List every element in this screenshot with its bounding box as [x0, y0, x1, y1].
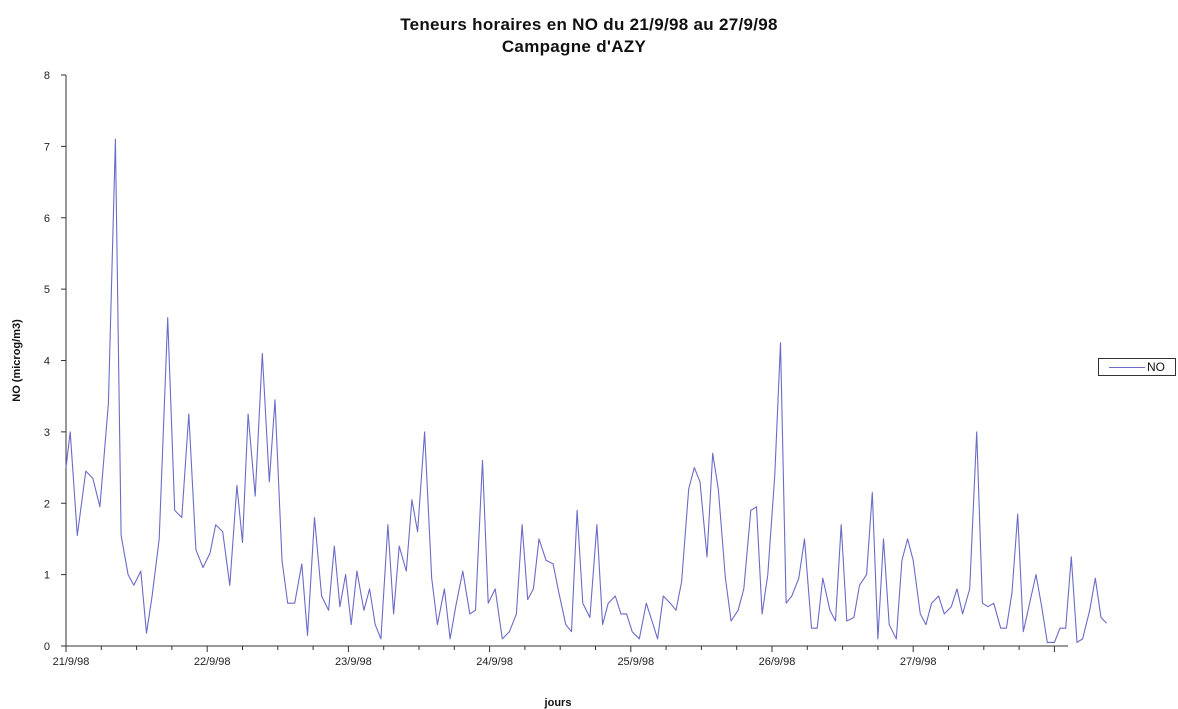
legend-swatch-no	[1109, 367, 1145, 368]
y-tick-label: 7	[44, 141, 50, 153]
x-tick-label: 23/9/98	[335, 656, 372, 668]
y-tick-label: 3	[44, 427, 50, 439]
y-tick-label: 0	[44, 641, 50, 653]
y-tick-label: 2	[44, 498, 50, 510]
y-tick-label: 8	[44, 70, 50, 82]
x-tick-label: 25/9/98	[617, 656, 654, 668]
y-tick-label: 1	[44, 570, 50, 582]
series-line-no	[66, 139, 1107, 642]
y-tick-label: 5	[44, 284, 50, 296]
x-axis-title: jours	[544, 697, 572, 709]
legend: NO	[1098, 358, 1176, 376]
legend-label-no: NO	[1147, 360, 1165, 374]
axes	[61, 75, 1068, 652]
x-tick-label: 27/9/98	[900, 656, 937, 668]
x-tick-label: 24/9/98	[476, 656, 513, 668]
x-tick-label: 21/9/98	[53, 656, 90, 668]
x-tick-label: 22/9/98	[194, 656, 231, 668]
y-tick-label: 4	[44, 356, 50, 368]
y-tick-label: 6	[44, 213, 50, 225]
y-axis-title: NO (microg/m3)	[11, 319, 23, 402]
tick-labels: 0 1 2 3 4 5 6 7 8 21/9/98 22/9/98 23/9/98 24/9/98 25/…	[44, 70, 937, 668]
x-tick-label: 26/9/98	[759, 656, 796, 668]
